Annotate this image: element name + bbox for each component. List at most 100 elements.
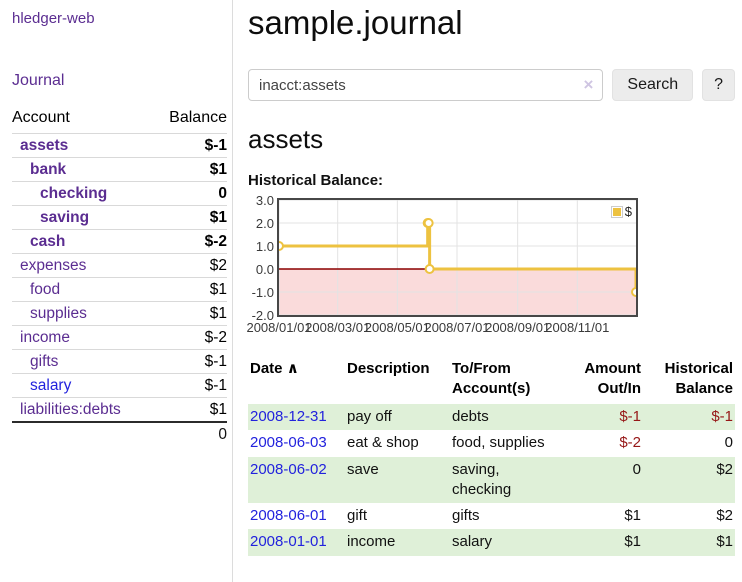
transaction-balance: $2 [716,460,733,478]
account-link-income[interactable]: income [20,329,70,346]
register-row: 2008-06-01 gift gifts $1 $2 [248,503,735,529]
account-row: expenses $2 [12,253,227,278]
accounts-total-value: 0 [152,421,227,447]
account-row: supplies $1 [12,301,227,326]
transaction-amount: $-1 [619,408,641,425]
chart-legend: $ [609,204,633,219]
series-swatch [610,205,623,218]
y-axis-tick-label: -2.0 [251,308,274,323]
transaction-amount: $1 [624,507,641,524]
transaction-date-link[interactable]: 2008-12-31 [250,408,327,425]
account-row: cash $-2 [12,229,227,254]
transaction-accounts: gifts [452,507,480,524]
accounts-col-account: Account [12,109,70,126]
account-balance: $-1 [152,373,227,398]
account-link-cash[interactable]: cash [30,233,66,250]
account-row: saving $1 [12,205,227,230]
account-row: checking 0 [12,181,227,206]
accounts-col-balance: Balance [169,109,227,126]
transaction-amount: $-2 [619,434,641,452]
account-row: assets $-1 [12,133,227,158]
transaction-accounts: saving, checking [452,460,512,498]
search-input[interactable] [248,69,604,101]
transaction-accounts: food, supplies [452,434,545,452]
x-axis-tick-label: 2008/07/01 [424,320,490,335]
help-button[interactable]: ? [702,69,735,101]
x-axis-tick-label: 2008/11/01 [545,320,610,335]
account-link-food[interactable]: food [30,281,61,298]
sidebar-nav: Journal [12,72,227,90]
search-button[interactable]: Search [612,69,694,101]
x-axis-tick-label: 2008/03/01 [305,320,371,335]
transaction-description: eat & shop [347,434,419,452]
account-link-assets[interactable]: assets [20,137,69,154]
transaction-balance: 0 [724,434,733,452]
transaction-description: save [347,460,379,478]
sidebar: hledger-web Journal Account Balance asse… [0,0,233,582]
account-balance: $1 [152,301,227,326]
account-row: salary $-1 [12,373,227,398]
account-balance: $1 [152,397,227,422]
col-accounts: To/From Account(s) [452,360,531,397]
y-axis-tick-label: 0.0 [255,262,274,277]
transaction-balance: $-1 [711,408,733,425]
transaction-description: income [347,533,396,551]
transaction-date-link[interactable]: 2008-06-01 [250,507,327,524]
transaction-date-link[interactable]: 2008-06-03 [250,434,327,452]
register-header-row: Date ∧ Description To/From Account(s) Am… [248,357,735,404]
accounts-total-spacer [12,421,153,447]
accounts-header-row: Account Balance [12,107,227,134]
chart-title: Historical Balance: [248,172,384,189]
account-balance: $-2 [152,229,227,254]
transaction-description: gift [347,507,368,524]
account-balance: $2 [152,253,227,278]
page-title: sample.journal [248,4,463,41]
register-row: 2008-06-02 save saving, checking 0 $2 [248,456,735,503]
col-amount: Amount Out/In [584,360,641,397]
account-link-checking[interactable]: checking [40,185,108,202]
col-balance: Historical Balance [664,360,733,397]
account-link-expenses[interactable]: expenses [20,257,87,274]
register-row: 2008-06-03 eat & shop food, supplies $-2… [248,430,735,456]
search-clear-icon[interactable]: × [583,75,594,94]
account-balance: $-2 [152,325,227,350]
accounts-table: Account Balance assets $-1 bank $1 check… [12,107,227,447]
register-row: 2008-12-31 pay off debts $-1 $-1 [248,404,735,431]
transaction-description: pay off [347,408,392,425]
register-table: Date ∧ Description To/From Account(s) Am… [248,357,735,556]
account-balance: $1 [152,157,227,182]
account-row: bank $1 [12,157,227,182]
account-balance: $-1 [152,349,227,374]
y-axis-tick-label: 3.0 [255,193,274,208]
plot-svg [279,200,636,315]
col-description: Description [347,360,430,377]
y-axis-tick-label: 1.0 [255,239,274,254]
account-link-bank[interactable]: bank [30,161,67,178]
col-date: Date ∧ [248,357,345,404]
account-link-liabilities-debts[interactable]: liabilities:debts [20,401,121,418]
brand-link[interactable]: hledger-web [12,10,95,27]
account-balance: 0 [152,181,227,206]
transaction-date-link[interactable]: 2008-01-01 [250,533,327,551]
account-balance: $1 [152,205,227,230]
account-link-salary[interactable]: salary [30,377,72,394]
y-axis-tick-label: -1.0 [251,285,274,300]
transaction-amount: $1 [624,533,641,551]
account-heading: assets [248,124,324,154]
historical-balance-chart: $ 3.0 2.0 1.0 0.0 -1.0 -2.0 2008/01/01 2008/03/… [246,193,735,338]
account-link-saving[interactable]: saving [40,209,90,226]
transaction-date-link[interactable]: 2008-06-02 [250,460,327,478]
x-axis-tick-label: 2008/01/01 [246,320,312,335]
account-link-gifts[interactable]: gifts [30,353,59,370]
transaction-balance: $1 [716,533,733,551]
sidebar-item-journal[interactable]: Journal [12,72,65,89]
plot-area[interactable]: $ [277,198,638,317]
sort-asc-icon: ∧ [286,360,299,377]
account-balance: $1 [152,277,227,302]
account-row: food $1 [12,277,227,302]
series-label: $ [624,204,632,219]
account-link-supplies[interactable]: supplies [30,305,87,322]
main-content: sample.journal × Search ? assets Histori… [233,0,742,582]
register-row: 2008-01-01 income salary $1 $1 [248,529,735,556]
